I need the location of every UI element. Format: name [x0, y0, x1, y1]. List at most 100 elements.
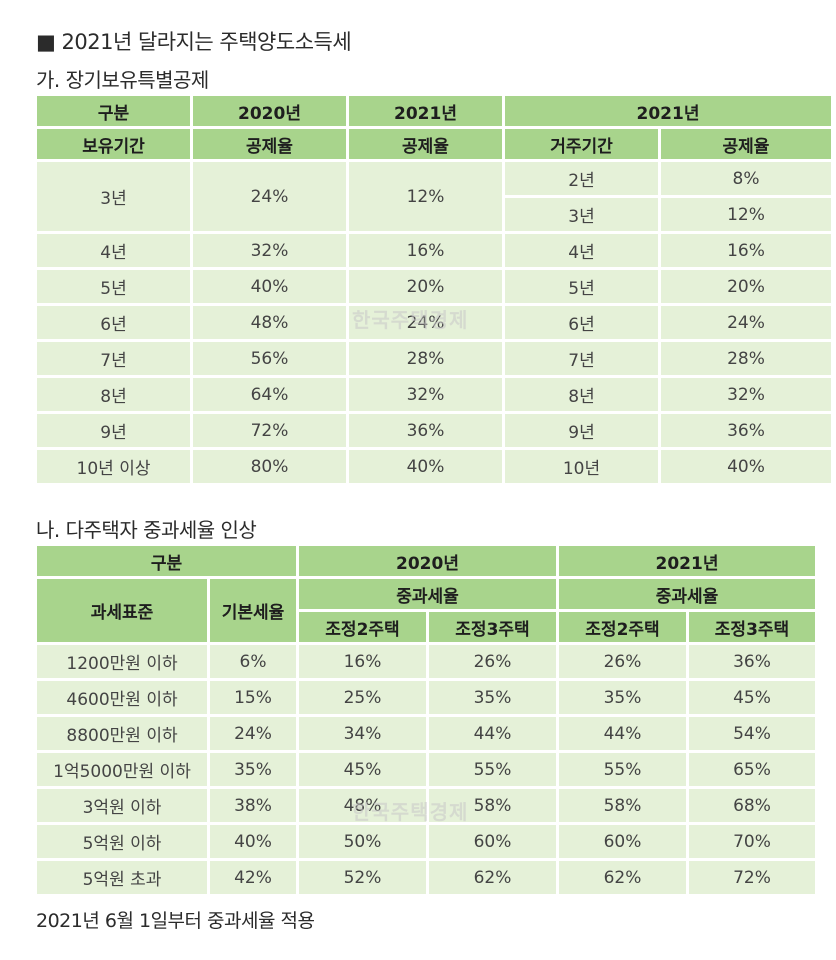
header-category: 구분 [37, 546, 296, 576]
header-2020: 2020년 [193, 96, 346, 126]
table-cell-residence-rate: 16% [661, 234, 831, 267]
table-cell-period: 3년 [37, 162, 190, 231]
table-row: 3억원 이하 38% 48% 58% 58% 68% [37, 789, 815, 822]
table-cell-basic-rate: 35% [210, 753, 296, 786]
table-cell-residence: 4년 [505, 234, 658, 267]
long-term-deduction-table: 구분 2020년 2021년 2021년 보유기간 공제율 공제율 거주기간 공… [34, 93, 834, 486]
table-cell-basic-rate: 24% [210, 717, 296, 750]
table-cell-2021-2homes: 26% [559, 645, 686, 678]
table-cell-2021-2homes: 44% [559, 717, 686, 750]
table-cell-2020-2homes: 45% [299, 753, 426, 786]
table-cell-rate-2021: 24% [349, 306, 502, 339]
watermark-logo: 한국주택경제 [352, 308, 469, 332]
table-cell-2020-2homes: 52% [299, 861, 426, 894]
table-cell-period: 9년 [37, 414, 190, 447]
table-row: 5억원 이하 40% 50% 60% 60% 70% [37, 825, 815, 858]
table-cell-residence: 8년 [505, 378, 658, 411]
table-row: 7년 56% 28% 7년 28% [37, 342, 831, 375]
table-row: 4600만원 이하 15% 25% 35% 35% 45% [37, 681, 815, 714]
table-cell-residence: 2년 [505, 162, 658, 195]
table-cell-2021-3homes: 72% [689, 861, 815, 894]
header-adjusted-2-homes: 조정2주택 [559, 612, 686, 642]
table-cell-2021-2homes: 55% [559, 753, 686, 786]
table-cell-residence-rate: 20% [661, 270, 831, 303]
table-cell-rate-2020: 56% [193, 342, 346, 375]
table-cell-2021-2homes: 35% [559, 681, 686, 714]
table-cell-residence: 7년 [505, 342, 658, 375]
table-row: 10년 이상 80% 40% 10년 40% [37, 450, 831, 483]
table-row: 9년 72% 36% 9년 36% [37, 414, 831, 447]
table-row: 6년 48% 24% 6년 24% [37, 306, 831, 339]
table-cell-rate-2021: 32% [349, 378, 502, 411]
footnote: 2021년 6월 1일부터 중과세율 적용 [36, 910, 315, 932]
table-cell-tax-base: 1억5000만원 이하 [37, 753, 207, 786]
table-cell-period: 5년 [37, 270, 190, 303]
table-cell-residence-rate: 40% [661, 450, 831, 483]
table-cell-basic-rate: 6% [210, 645, 296, 678]
table-cell-residence-rate: 28% [661, 342, 831, 375]
table-cell-2020-3homes: 26% [429, 645, 556, 678]
table-cell-2020-3homes: 35% [429, 681, 556, 714]
table-cell-rate-2020: 40% [193, 270, 346, 303]
header-rate-2021: 공제율 [349, 129, 502, 159]
table-cell-residence: 6년 [505, 306, 658, 339]
table-cell-2020-2homes: 16% [299, 645, 426, 678]
header-holding-period: 보유기간 [37, 129, 190, 159]
table-cell-tax-base: 3억원 이하 [37, 789, 207, 822]
header-residence-rate: 공제율 [661, 129, 831, 159]
table-row: 8년 64% 32% 8년 32% [37, 378, 831, 411]
table-row: 1억5000만원 이하 35% 45% 55% 55% 65% [37, 753, 815, 786]
table-cell-rate-2021: 36% [349, 414, 502, 447]
table-cell-rate-2021: 12% [349, 162, 502, 231]
table-cell-period: 6년 [37, 306, 190, 339]
table-cell-residence: 3년 [505, 198, 658, 231]
table-cell-residence-rate: 12% [661, 198, 831, 231]
table-cell-rate-2021: 40% [349, 450, 502, 483]
table-cell-2021-3homes: 36% [689, 645, 815, 678]
header-residence-period: 거주기간 [505, 129, 658, 159]
table-cell-tax-base: 5억원 이하 [37, 825, 207, 858]
page-title: ■ 2021년 달라지는 주택양도소득세 [36, 30, 352, 54]
table-cell-residence: 5년 [505, 270, 658, 303]
header-heavy-rate-2021: 중과세율 [559, 579, 815, 609]
section-a-title: 가. 장기보유특별공제 [36, 68, 209, 92]
table-cell-tax-base: 1200만원 이하 [37, 645, 207, 678]
watermark-logo: 한국주택경제 [352, 800, 469, 824]
table-cell-residence: 9년 [505, 414, 658, 447]
header-tax-base: 과세표준 [37, 579, 207, 642]
table-cell-residence-rate: 36% [661, 414, 831, 447]
table-cell-2021-3homes: 54% [689, 717, 815, 750]
table-cell-2020-3homes: 55% [429, 753, 556, 786]
table-row: 4년 32% 16% 4년 16% [37, 234, 831, 267]
table-cell-rate-2020: 24% [193, 162, 346, 231]
table-cell-basic-rate: 15% [210, 681, 296, 714]
table-cell-rate-2020: 80% [193, 450, 346, 483]
table-row: 5억원 초과 42% 52% 62% 62% 72% [37, 861, 815, 894]
table-cell-period: 8년 [37, 378, 190, 411]
table-row: 1200만원 이하 6% 16% 26% 26% 36% [37, 645, 815, 678]
table-cell-rate-2021: 16% [349, 234, 502, 267]
table-cell-2020-3homes: 62% [429, 861, 556, 894]
table-cell-2021-3homes: 70% [689, 825, 815, 858]
table-cell-2020-2homes: 25% [299, 681, 426, 714]
table-cell-2021-3homes: 68% [689, 789, 815, 822]
table-cell-rate-2020: 64% [193, 378, 346, 411]
table-cell-2020-3homes: 44% [429, 717, 556, 750]
header-category: 구분 [37, 96, 190, 126]
table-cell-2021-2homes: 58% [559, 789, 686, 822]
header-rate-2020: 공제율 [193, 129, 346, 159]
header-adjusted-3-homes: 조정3주택 [689, 612, 815, 642]
heavy-tax-rate-table: 구분 2020년 2021년 과세표준 기본세율 중과세율 중과세율 조정2주택… [34, 543, 818, 897]
table-cell-basic-rate: 42% [210, 861, 296, 894]
header-adjusted-2-homes: 조정2주택 [299, 612, 426, 642]
table-cell-2021-3homes: 65% [689, 753, 815, 786]
header-adjusted-3-homes: 조정3주택 [429, 612, 556, 642]
table-cell-2020-2homes: 50% [299, 825, 426, 858]
table-cell-residence: 10년 [505, 450, 658, 483]
table-cell-residence-rate: 24% [661, 306, 831, 339]
table-cell-residence-rate: 8% [661, 162, 831, 195]
header-basic-rate: 기본세율 [210, 579, 296, 642]
table-cell-tax-base: 4600만원 이하 [37, 681, 207, 714]
table-cell-rate-2020: 32% [193, 234, 346, 267]
table-cell-period: 4년 [37, 234, 190, 267]
